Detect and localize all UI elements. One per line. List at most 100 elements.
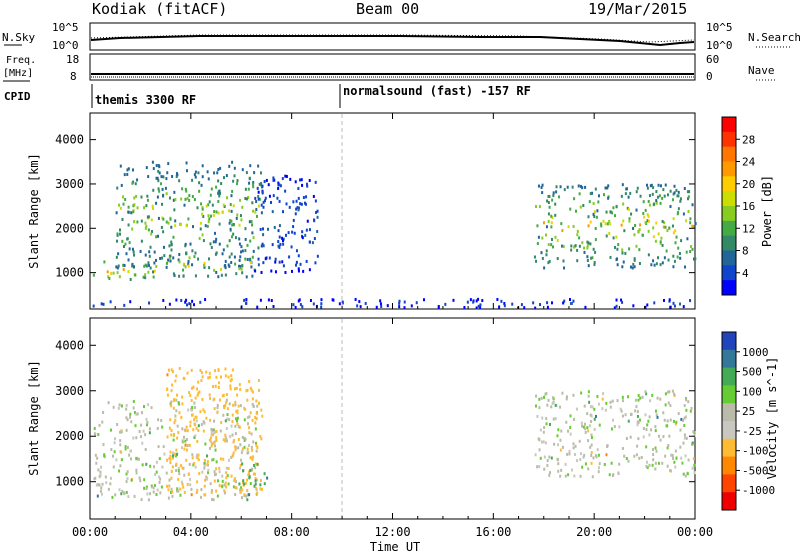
power-echo-cell bbox=[569, 298, 572, 302]
velocity-echo-cell bbox=[100, 465, 103, 469]
power-echo-cell bbox=[613, 245, 616, 249]
power-echo-cell bbox=[550, 243, 553, 247]
power-echo-cell bbox=[679, 256, 682, 260]
power-echo-cell bbox=[686, 190, 689, 194]
velocity-echo-cell bbox=[687, 458, 690, 462]
power-echo-cell bbox=[222, 248, 225, 252]
power-echo-cell bbox=[609, 222, 612, 226]
power-echo-cell bbox=[550, 214, 553, 218]
power-echo-cell bbox=[246, 243, 249, 247]
velocity-echo-cell bbox=[692, 457, 695, 461]
power-echo-cell bbox=[672, 301, 675, 305]
power-echo-cell bbox=[118, 203, 121, 207]
velocity-echo-cell bbox=[212, 498, 215, 502]
x-tick-label: 16:00 bbox=[475, 525, 511, 539]
power-echo-cell bbox=[295, 249, 298, 253]
power-echo-cell bbox=[155, 176, 158, 180]
power-echo-cell bbox=[134, 182, 137, 186]
power-echo-cell bbox=[316, 215, 319, 219]
power-echo-cell bbox=[570, 248, 573, 252]
power-echo-cell bbox=[128, 247, 131, 251]
power-echo-cell bbox=[672, 192, 675, 196]
power-echo-cell bbox=[267, 298, 270, 302]
velocity-echo-cell bbox=[565, 397, 568, 401]
power-echo-cell bbox=[575, 209, 578, 213]
power-echo-cell bbox=[218, 194, 221, 198]
velocity-echo-cell bbox=[664, 392, 667, 396]
power-echo-cell bbox=[623, 229, 626, 233]
velocity-echo-cell bbox=[221, 474, 224, 478]
power-echo-cell bbox=[257, 190, 260, 194]
power-echo-cell bbox=[546, 305, 549, 309]
power-echo-cell bbox=[520, 303, 523, 307]
colorbar-segment bbox=[722, 265, 736, 281]
power-echo-cell bbox=[274, 260, 277, 264]
velocity-echo-cell bbox=[188, 443, 191, 447]
power-echo-cell bbox=[257, 164, 260, 168]
power-echo-cell bbox=[562, 301, 565, 305]
power-echo-cell bbox=[153, 269, 156, 273]
power-echo-cell bbox=[272, 176, 275, 180]
power-echo-cell bbox=[627, 195, 630, 199]
power-echo-cell bbox=[238, 242, 241, 246]
power-echo-cell bbox=[249, 257, 252, 261]
velocity-echo-cell bbox=[685, 436, 688, 440]
power-echo-cell bbox=[578, 244, 581, 248]
velocity-echo-cell bbox=[633, 454, 636, 458]
power-echo-cell bbox=[191, 299, 194, 303]
power-echo-cell bbox=[581, 241, 584, 245]
power-echo-cell bbox=[222, 176, 225, 180]
power-echo-cell bbox=[583, 246, 586, 250]
power-echo-cell bbox=[538, 205, 541, 209]
power-echo-cell bbox=[281, 239, 284, 243]
velocity-echo-cell bbox=[154, 472, 157, 476]
power-echo-cell bbox=[550, 221, 553, 225]
power-echo-cell bbox=[615, 298, 618, 302]
power-echo-cell bbox=[184, 300, 187, 304]
colorbar-tick-label: 100 bbox=[742, 385, 762, 398]
velocity-echo-cell bbox=[197, 458, 200, 462]
power-echo-cell bbox=[646, 186, 649, 190]
power-echo-cell bbox=[644, 208, 647, 212]
power-echo-cell bbox=[563, 299, 566, 303]
power-echo-cell bbox=[115, 211, 118, 215]
power-echo-cell bbox=[271, 243, 274, 247]
power-echo-cell bbox=[142, 275, 145, 279]
velocity-echo-cell bbox=[214, 369, 217, 373]
velocity-echo-cell bbox=[260, 437, 263, 441]
velocity-echo-cell bbox=[216, 494, 219, 498]
power-echo-cell bbox=[123, 303, 126, 307]
power-echo-cell bbox=[177, 258, 180, 262]
power-echo-cell bbox=[573, 245, 576, 249]
velocity-echo-cell bbox=[621, 399, 624, 403]
velocity-echo-cell bbox=[209, 482, 212, 486]
colorbar-segment bbox=[722, 474, 736, 493]
nave-tick-bottom: 0 bbox=[706, 70, 713, 83]
power-echo-cell bbox=[103, 260, 106, 264]
velocity-echo-cell bbox=[126, 418, 129, 422]
power-echo-cell bbox=[300, 178, 303, 182]
power-echo-cell bbox=[116, 233, 119, 237]
power-echo-cell bbox=[201, 233, 204, 237]
power-echo-cell bbox=[628, 247, 631, 251]
power-echo-cell bbox=[201, 175, 204, 179]
power-echo-cell bbox=[602, 193, 605, 197]
velocity-echo-cell bbox=[251, 390, 254, 394]
velocity-echo-cell bbox=[635, 405, 638, 409]
velocity-echo-cell bbox=[171, 383, 174, 387]
velocity-echo-cell bbox=[251, 448, 254, 452]
velocity-echo-cell bbox=[93, 432, 96, 436]
velocity-echo-cell bbox=[234, 480, 237, 484]
power-echo-cell bbox=[186, 196, 189, 200]
velocity-echo-cell bbox=[257, 379, 260, 383]
sky-noise-line bbox=[90, 35, 695, 47]
power-echo-cell bbox=[316, 229, 319, 233]
power-echo-cell bbox=[231, 189, 234, 193]
velocity-echo-cell bbox=[254, 421, 257, 425]
velocity-echo-cell bbox=[232, 440, 235, 444]
velocity-cbar-label: Velocity [m s^-1] bbox=[765, 357, 779, 480]
velocity-echo-cell bbox=[185, 438, 188, 442]
power-echo-cell bbox=[685, 219, 688, 223]
power-echo-cell bbox=[602, 219, 605, 223]
power-echo-cell bbox=[169, 217, 172, 221]
